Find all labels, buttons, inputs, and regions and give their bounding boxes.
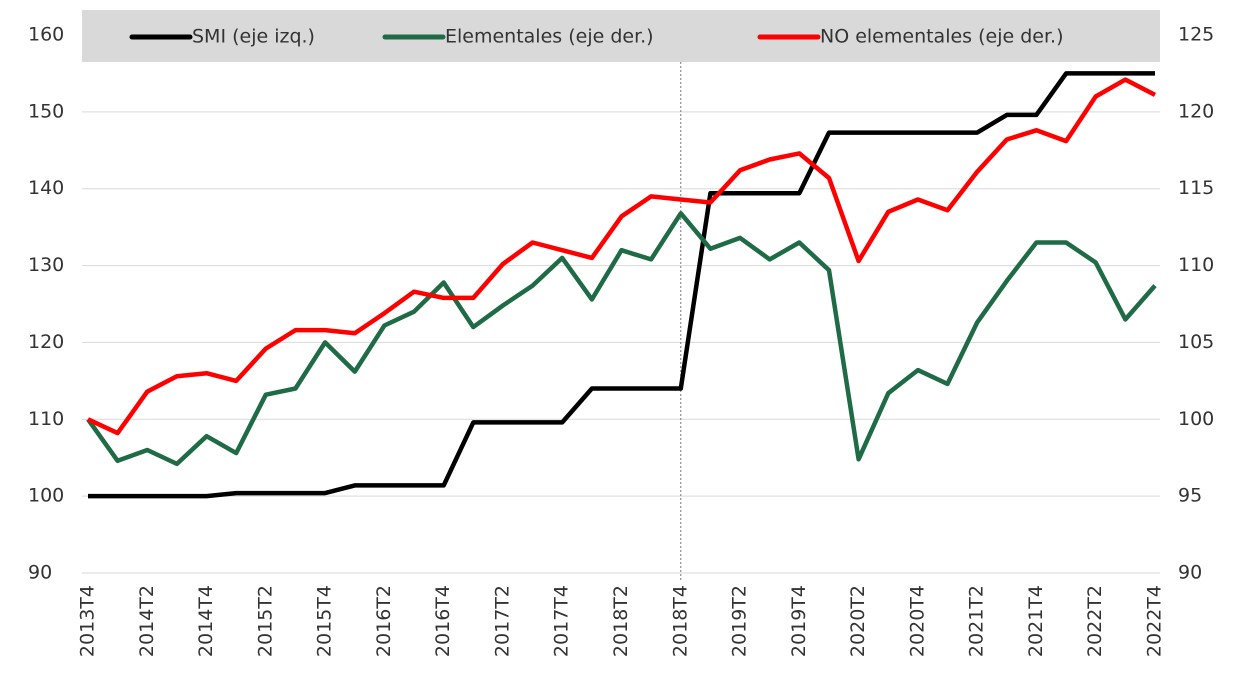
- y-tick-label: 130: [28, 254, 64, 276]
- x-tick-label: 2019T4: [788, 585, 810, 657]
- y2-tick-label: 105: [1178, 331, 1214, 353]
- y2-tick-label: 90: [1178, 562, 1202, 584]
- x-tick-label: 2018T2: [610, 585, 632, 657]
- legend-box: [82, 10, 1160, 62]
- legend-label: NO elementales (eje der.): [820, 26, 1063, 48]
- y2-tick-label: 110: [1178, 254, 1214, 276]
- legend-label: SMI (eje izq.): [192, 26, 315, 48]
- y-tick-label: 110: [28, 408, 64, 430]
- x-tick-label: 2022T2: [1084, 585, 1106, 657]
- x-tick-label: 2015T2: [254, 585, 276, 657]
- x-tick-label: 2020T2: [847, 585, 869, 657]
- series-line: [87, 77, 1157, 436]
- y2-tick-label: 95: [1178, 485, 1202, 507]
- y-tick-label: 90: [28, 562, 52, 584]
- y2-tick-label: 100: [1178, 408, 1214, 430]
- series-line: [86, 211, 1157, 467]
- y2-tick-label: 125: [1178, 24, 1214, 46]
- x-tick-label: 2014T2: [136, 585, 158, 657]
- y2-tick-label: 120: [1178, 100, 1214, 122]
- y-tick-label: 160: [28, 24, 64, 46]
- y-tick-label: 100: [28, 485, 64, 507]
- series-line: [88, 71, 1155, 499]
- y-tick-label: 120: [28, 331, 64, 353]
- x-tick-label: 2015T4: [314, 585, 336, 657]
- x-tick-label: 2016T4: [432, 585, 454, 657]
- y-tick-label: 140: [28, 177, 64, 199]
- x-tick-label: 2016T2: [373, 585, 395, 657]
- x-tick-label: 2013T4: [77, 585, 99, 657]
- x-tick-label: 2022T4: [1144, 585, 1166, 657]
- x-tick-label: 2017T2: [491, 585, 513, 657]
- x-tick-label: 2019T2: [729, 585, 751, 657]
- x-tick-label: 2014T4: [195, 585, 217, 657]
- x-tick-label: 2017T4: [551, 585, 573, 657]
- x-tick-label: 2020T4: [906, 585, 928, 657]
- y2-tick-label: 115: [1178, 177, 1214, 199]
- legend-label: Elementales (eje der.): [445, 26, 654, 48]
- x-tick-label: 2021T4: [1025, 585, 1047, 657]
- x-tick-label: 2018T4: [669, 585, 691, 657]
- x-tick-label: 2021T2: [966, 585, 988, 657]
- y-tick-label: 150: [28, 100, 64, 122]
